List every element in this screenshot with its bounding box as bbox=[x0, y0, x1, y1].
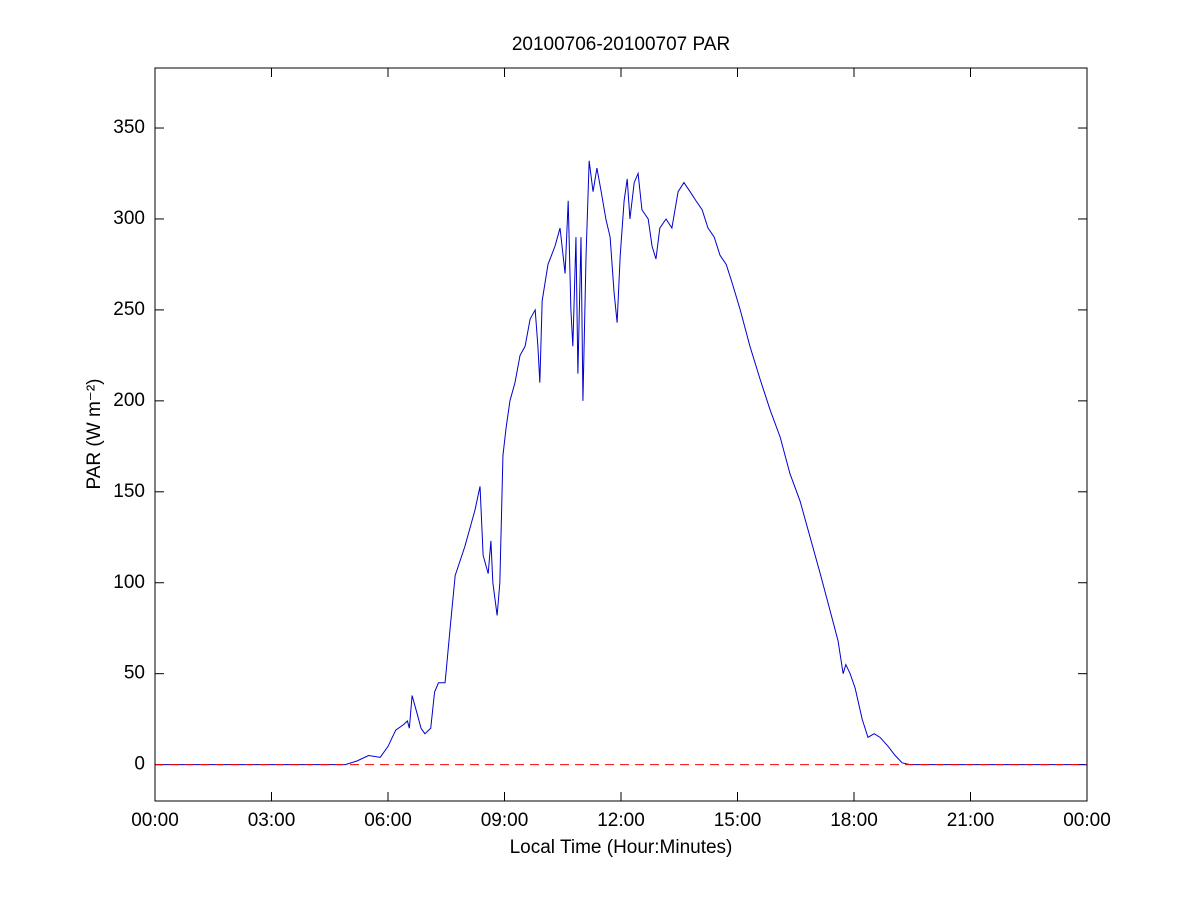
y-axis-label: PAR (W m⁻²) bbox=[84, 379, 105, 490]
y-tick-label: 50 bbox=[124, 663, 145, 684]
chart-title: 20100706-20100707 PAR bbox=[512, 34, 730, 55]
y-tick-label: 150 bbox=[113, 481, 145, 502]
x-tick-label: 12:00 bbox=[597, 810, 645, 831]
y-tick-label: 0 bbox=[134, 754, 145, 775]
x-tick-label: 06:00 bbox=[364, 810, 412, 831]
plot-frame bbox=[154, 67, 1088, 802]
x-tick-label: 18:00 bbox=[830, 810, 878, 831]
y-tick-label: 100 bbox=[113, 572, 145, 593]
data-line bbox=[155, 160, 1087, 766]
y-tick-label: 350 bbox=[113, 117, 145, 138]
x-tick-label: 00:00 bbox=[131, 810, 179, 831]
y-tick-label: 250 bbox=[113, 299, 145, 320]
x-tick-label: 15:00 bbox=[714, 810, 762, 831]
y-tick-label: 200 bbox=[113, 390, 145, 411]
x-tick-label: 09:00 bbox=[481, 810, 529, 831]
y-tick-label: 300 bbox=[113, 208, 145, 229]
x-tick-label: 21:00 bbox=[947, 810, 995, 831]
x-tick-label: 00:00 bbox=[1063, 810, 1111, 831]
x-axis-label: Local Time (Hour:Minutes) bbox=[510, 837, 733, 858]
x-tick-label: 03:00 bbox=[248, 810, 296, 831]
